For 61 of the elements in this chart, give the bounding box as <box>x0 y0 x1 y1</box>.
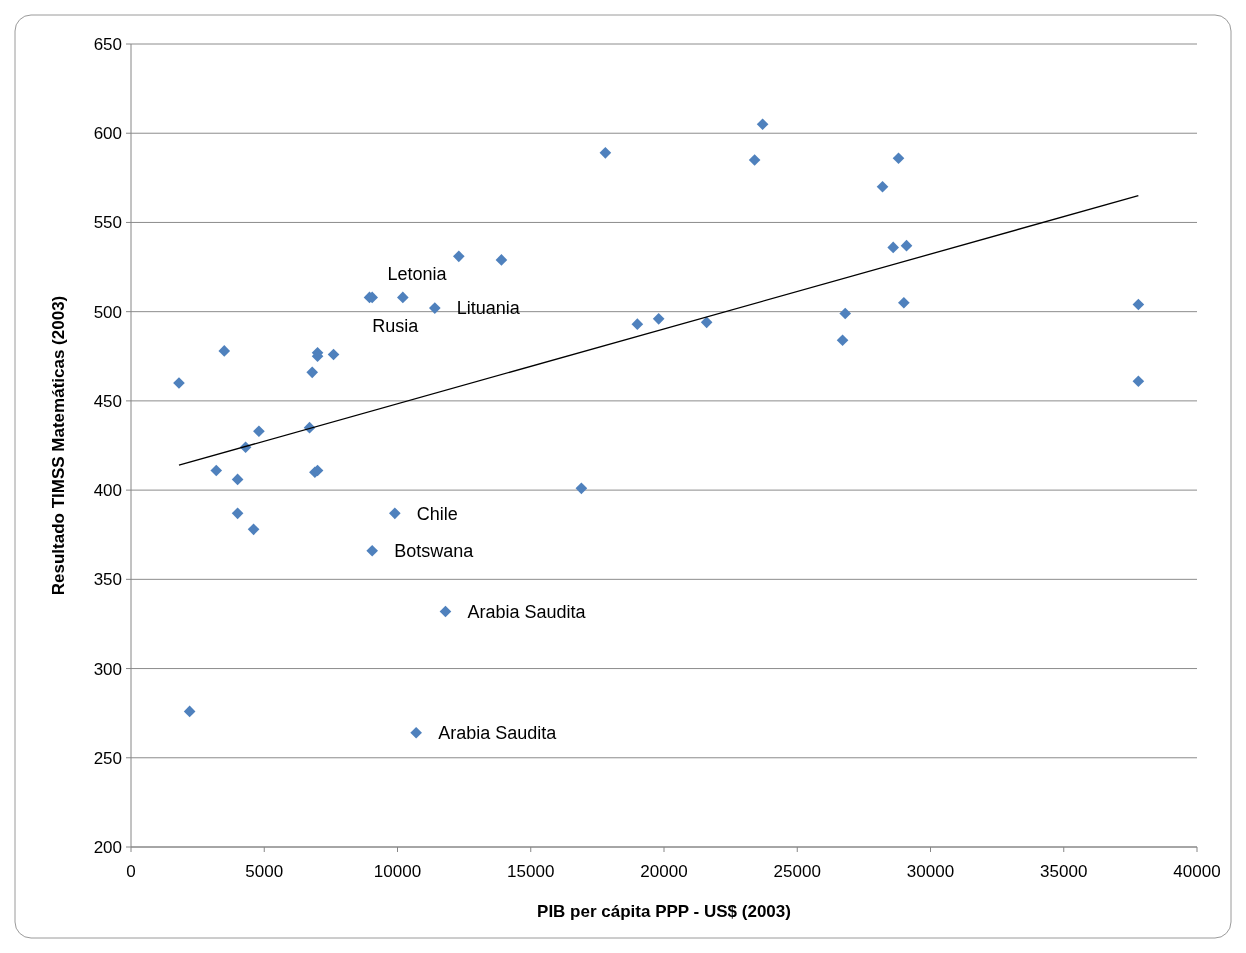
point <box>700 316 713 329</box>
y-tick-label: 200 <box>93 837 122 857</box>
annotation: Arabia Saudita <box>438 723 558 744</box>
x-tick-label: 10000 <box>373 862 422 881</box>
point <box>575 482 588 495</box>
point <box>900 239 913 252</box>
point <box>1132 375 1145 388</box>
point <box>748 154 761 166</box>
annotation: Rusia <box>372 315 420 336</box>
point <box>210 464 223 477</box>
annotation: Arabia Saudita <box>467 601 587 622</box>
point <box>495 254 508 266</box>
point <box>839 307 852 320</box>
annotation: Botswana <box>394 541 475 562</box>
y-tick-label: 350 <box>93 570 122 590</box>
point <box>428 302 441 314</box>
x-tick-label: 25000 <box>773 862 821 881</box>
x-tick-label: 0 <box>126 862 136 881</box>
point <box>231 507 244 520</box>
point <box>410 726 422 739</box>
y-tick-label: 450 <box>93 391 122 411</box>
x-tick-label: 5000 <box>245 862 284 881</box>
x-tick-label: 40000 <box>1173 862 1221 881</box>
point <box>306 366 319 379</box>
point <box>887 241 900 254</box>
point <box>439 605 452 618</box>
y-tick-label: 650 <box>93 34 122 54</box>
point <box>898 296 910 309</box>
point <box>1132 298 1145 311</box>
point <box>836 334 849 347</box>
x-tick-label: 20000 <box>640 862 688 881</box>
x-tick-label: 30000 <box>906 862 955 881</box>
y-tick-label: 600 <box>93 124 122 144</box>
point <box>218 345 231 357</box>
y-tick-label: 550 <box>93 213 122 233</box>
point <box>631 318 644 330</box>
x-axis-title: PIB per cápita PPP - US$ (2003) <box>537 902 791 921</box>
y-tick-label: 300 <box>93 659 122 679</box>
point <box>397 291 409 304</box>
x-tick-label: 15000 <box>507 862 555 881</box>
point <box>876 180 889 193</box>
y-tick-label: 500 <box>93 302 122 322</box>
point <box>389 507 401 520</box>
annotation: Lituania <box>456 298 521 319</box>
y-tick-label: 400 <box>93 481 122 501</box>
point <box>366 544 378 557</box>
y-tick-label: 250 <box>93 748 122 768</box>
point <box>452 250 465 263</box>
annotation: Letonia <box>387 263 448 284</box>
x-tick-label: 35000 <box>1040 862 1088 881</box>
annotation: Chile <box>416 503 458 524</box>
point <box>183 705 196 718</box>
point <box>253 425 265 438</box>
point <box>247 523 260 536</box>
point <box>231 473 244 486</box>
point <box>756 118 769 131</box>
point <box>599 147 612 159</box>
point <box>652 312 665 325</box>
y-axis-title: Resultado TIMSS Matemáticas (2003) <box>49 295 68 596</box>
point <box>892 152 905 165</box>
point <box>327 348 340 361</box>
